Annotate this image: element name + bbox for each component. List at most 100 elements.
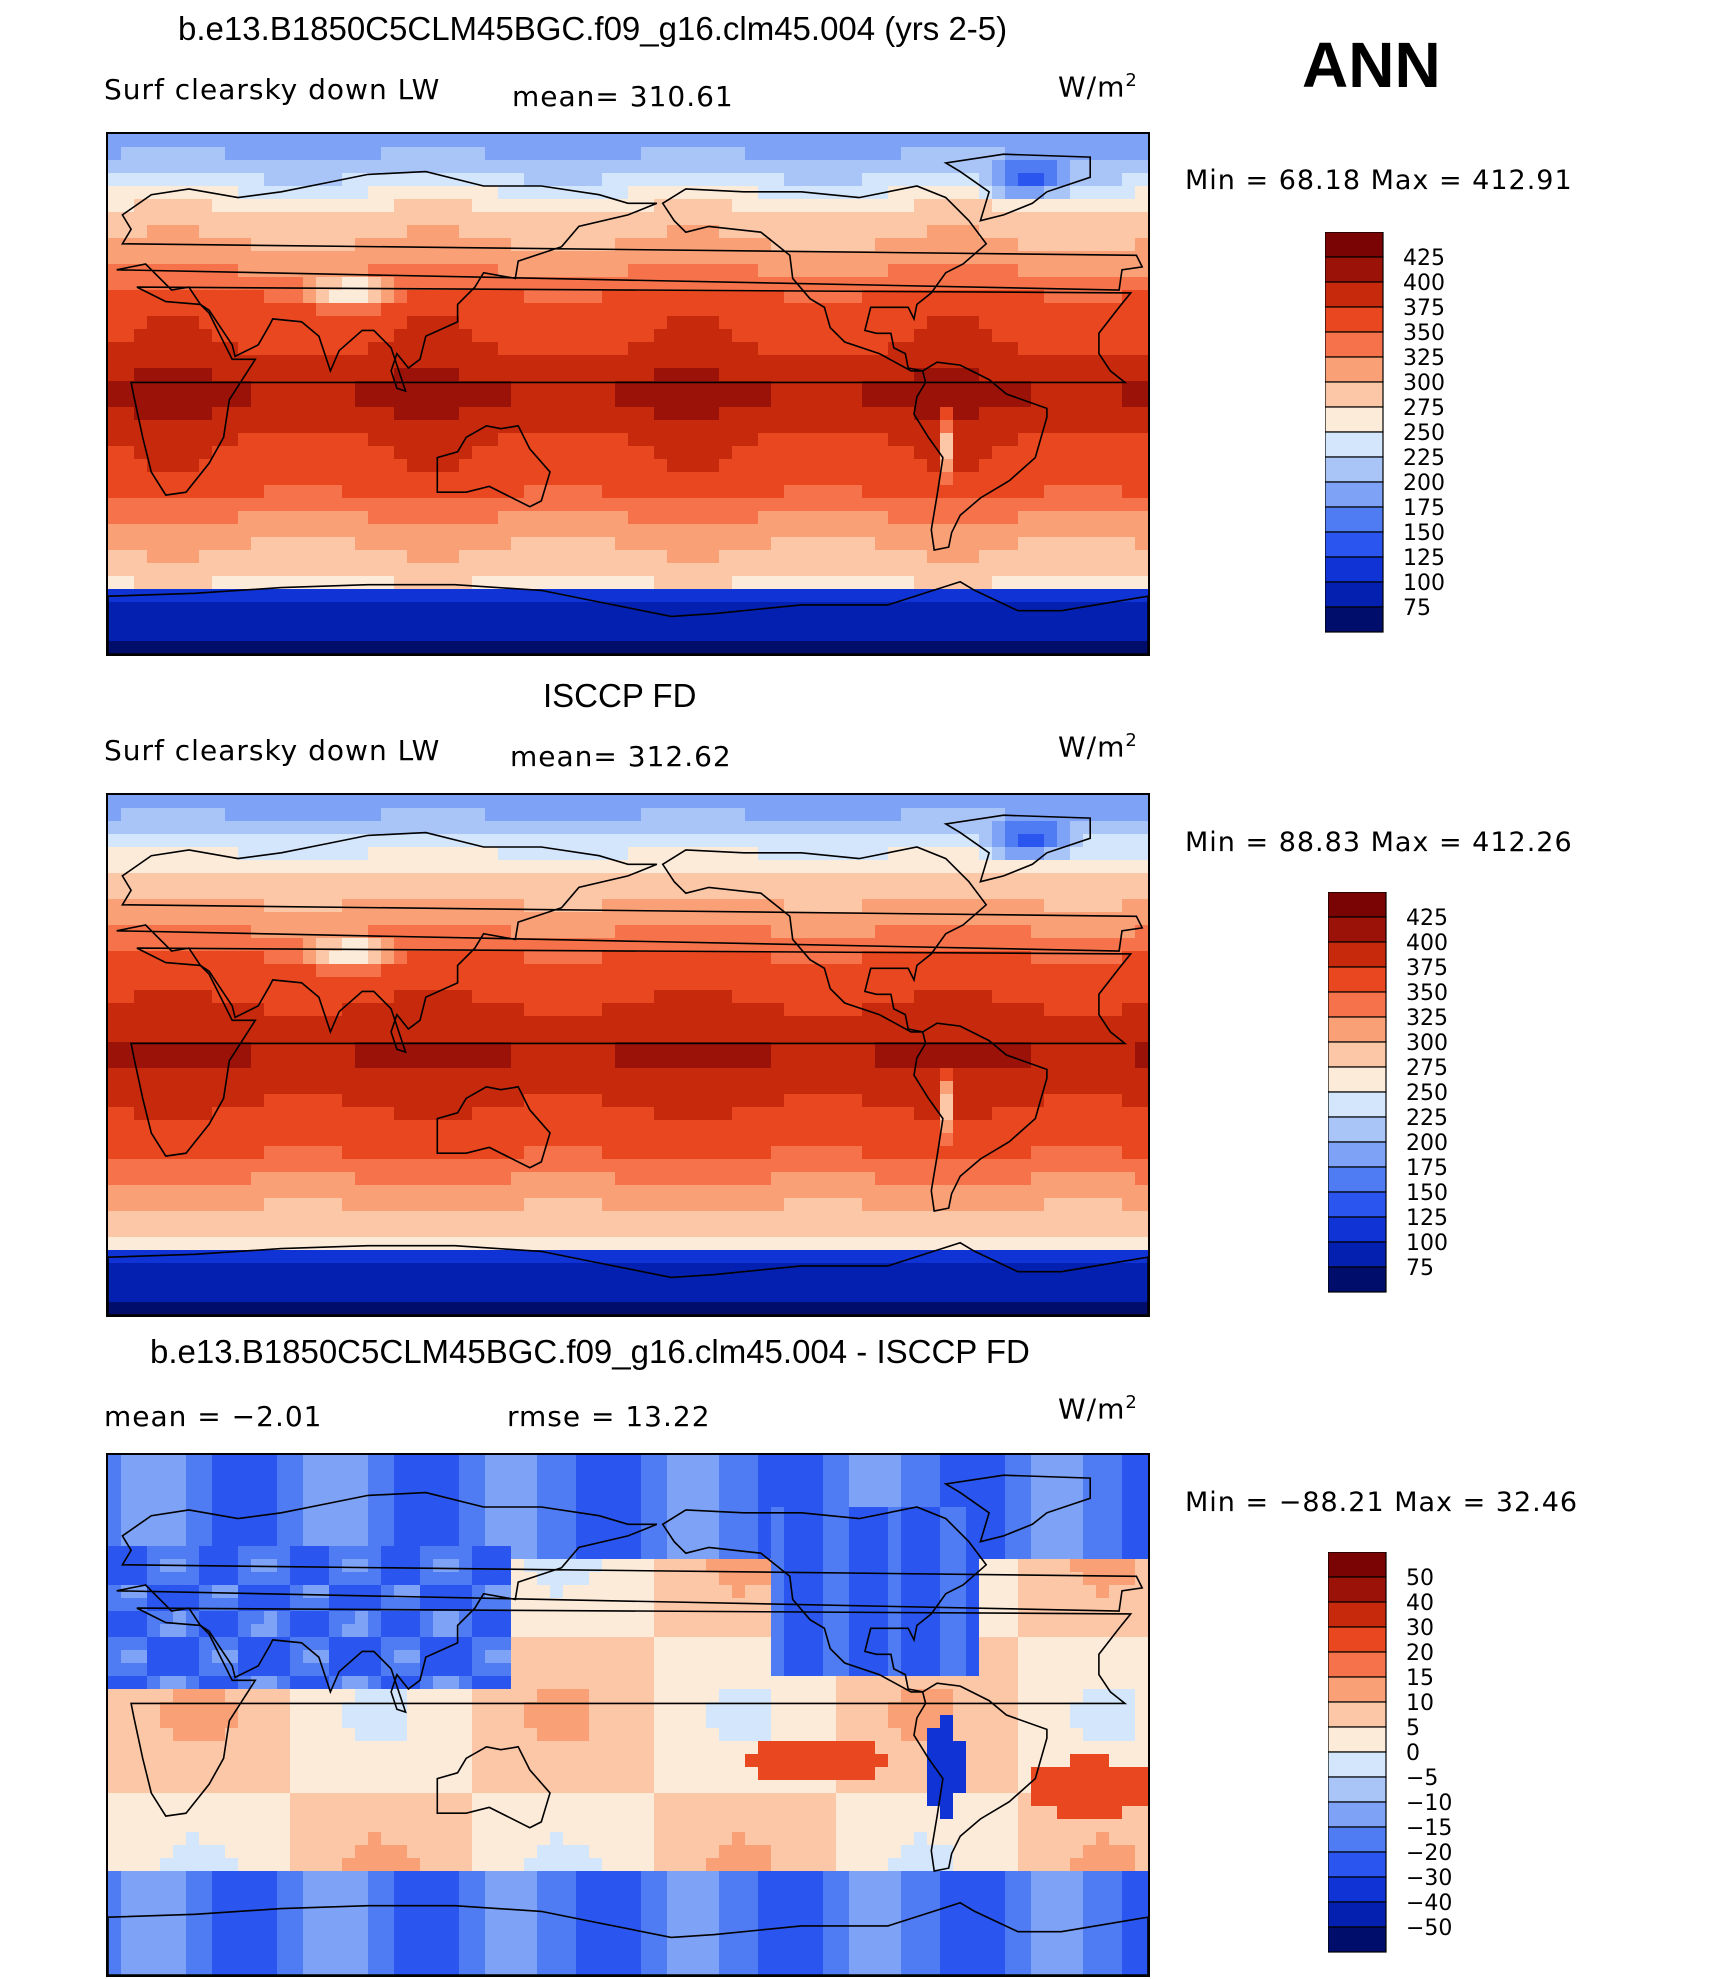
field-cell	[108, 977, 122, 991]
field-cell	[771, 563, 785, 577]
field-cell	[732, 938, 746, 952]
field-cell	[108, 537, 122, 551]
field-cell	[290, 951, 304, 965]
field-cell	[134, 342, 148, 356]
field-cell	[927, 472, 941, 486]
field-cell	[888, 511, 902, 525]
field-cell	[771, 355, 785, 369]
field-cell	[875, 329, 889, 343]
field-cell	[407, 511, 421, 525]
field-cell	[992, 264, 1006, 278]
field-cell	[342, 1068, 356, 1082]
field-cell	[511, 834, 525, 848]
field-cell	[797, 316, 811, 330]
field-cell	[1109, 1003, 1123, 1017]
field-cell	[511, 808, 525, 822]
field-cell	[1005, 355, 1019, 369]
field-cell	[628, 641, 642, 654]
field-cell	[654, 795, 668, 809]
field-cell	[550, 368, 564, 382]
field-cell	[745, 368, 759, 382]
field-cell	[368, 550, 382, 564]
field-cell	[1122, 808, 1136, 822]
field-cell	[745, 615, 759, 629]
field-cell	[745, 173, 759, 187]
field-cell	[511, 1042, 525, 1056]
field-cell	[732, 537, 746, 551]
field-cell	[537, 1016, 551, 1030]
field-cell	[953, 795, 967, 809]
field-cell	[134, 134, 148, 148]
field-cell	[251, 795, 265, 809]
field-cell	[888, 160, 902, 174]
field-cell	[290, 1029, 304, 1043]
field-cell	[485, 1042, 499, 1056]
field-cell	[745, 303, 759, 317]
field-cell	[108, 834, 122, 848]
field-cell	[836, 134, 850, 148]
field-cell	[797, 899, 811, 913]
field-cell	[173, 576, 187, 590]
field-cell	[680, 433, 694, 447]
field-cell	[212, 433, 226, 447]
field-cell	[914, 602, 928, 616]
field-cell	[329, 212, 343, 226]
field-cell	[186, 1029, 200, 1043]
field-cell	[433, 938, 447, 952]
field-cell	[862, 160, 876, 174]
field-cell	[966, 290, 980, 304]
field-cell	[147, 576, 161, 590]
field-cell	[797, 912, 811, 926]
field-cell	[498, 238, 512, 252]
field-cell	[628, 160, 642, 174]
field-cell	[966, 808, 980, 822]
field-cell	[511, 368, 525, 382]
field-cell	[108, 186, 122, 200]
field-cell	[667, 199, 681, 213]
field-cell	[446, 264, 460, 278]
field-cell	[1135, 938, 1148, 952]
field-cell	[407, 925, 421, 939]
panel-mean-label-model: mean= 310.61	[512, 80, 734, 113]
field-cell	[1109, 420, 1123, 434]
field-cell	[303, 134, 317, 148]
field-cell	[108, 873, 122, 887]
field-cell	[498, 303, 512, 317]
field-cell	[1018, 134, 1032, 148]
field-cell	[1135, 537, 1148, 551]
field-cell	[602, 290, 616, 304]
field-cell	[238, 134, 252, 148]
field-cell	[355, 368, 369, 382]
field-cell	[849, 212, 863, 226]
field-cell	[524, 925, 538, 939]
field-cell	[212, 160, 226, 174]
field-cell	[420, 899, 434, 913]
field-cell	[771, 134, 785, 148]
field-cell	[407, 199, 421, 213]
field-cell	[485, 446, 499, 460]
field-cell	[199, 511, 213, 525]
field-cell	[550, 795, 564, 809]
field-cell	[836, 563, 850, 577]
field-cell	[641, 1003, 655, 1017]
field-cell	[485, 977, 499, 991]
field-cell	[797, 342, 811, 356]
field-cell	[420, 1055, 434, 1069]
field-cell	[134, 329, 148, 343]
field-cell	[316, 899, 330, 913]
field-cell	[1070, 134, 1084, 148]
field-cell	[368, 602, 382, 616]
field-cell	[589, 329, 603, 343]
field-cell	[342, 951, 356, 965]
field-cell	[1109, 238, 1123, 252]
field-cell	[251, 251, 265, 265]
field-cell	[472, 860, 486, 874]
field-cell	[576, 160, 590, 174]
field-cell	[160, 576, 174, 590]
field-cell	[199, 160, 213, 174]
field-cell	[836, 873, 850, 887]
field-cell	[121, 446, 135, 460]
field-cell	[1109, 511, 1123, 525]
field-cell	[1057, 925, 1071, 939]
field-cell	[225, 212, 239, 226]
